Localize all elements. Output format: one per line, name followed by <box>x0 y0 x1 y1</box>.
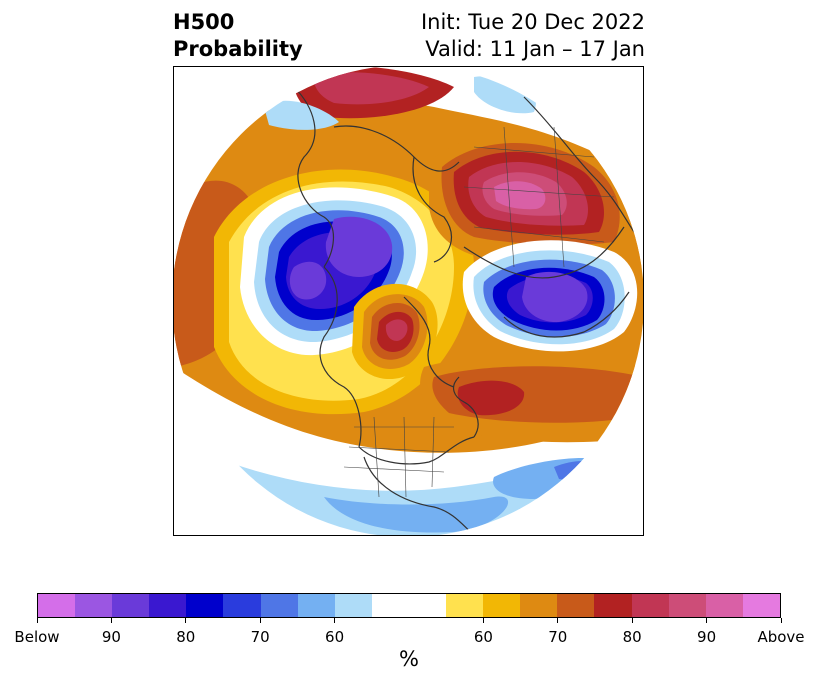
colorbar-tick <box>259 618 261 623</box>
colorbar-tick <box>780 618 782 623</box>
colorbar-segment <box>112 594 150 617</box>
colorbar-segment <box>408 594 447 617</box>
colorbar-tick-label: Below <box>14 628 60 646</box>
borders <box>343 126 615 498</box>
colorbar-segment <box>557 594 595 617</box>
colorbar-tick <box>36 618 38 623</box>
colorbar-tick-label: 70 <box>250 628 270 646</box>
title-variable: H500 <box>173 10 235 34</box>
colorbar-tick <box>110 618 112 623</box>
colorbar-segment <box>483 594 521 617</box>
map-canvas <box>174 67 643 535</box>
colorbar-tick <box>185 618 187 623</box>
colorbar-tick-label: 80 <box>176 628 196 646</box>
colorbar-segment <box>38 594 76 617</box>
colorbar-segment <box>631 594 669 617</box>
colorbar-tick-label: 90 <box>697 628 717 646</box>
valid-range: Valid: 11 Jan – 17 Jan <box>425 37 645 61</box>
colorbar-segment <box>705 594 743 617</box>
colorbar-tick <box>557 618 559 623</box>
colorbar-segment <box>446 594 484 617</box>
colorbar-segment <box>75 594 113 617</box>
colorbar-tick-label: 60 <box>325 628 345 646</box>
colorbar <box>37 593 781 618</box>
title-right: Init: Tue 20 Dec 2022 Valid: 11 Jan – 17… <box>421 9 645 63</box>
colorbar-tick-label: 80 <box>622 628 642 646</box>
colorbar-segment <box>594 594 632 617</box>
colorbar-segment <box>371 594 409 617</box>
colorbar-segment <box>149 594 187 617</box>
colorbar-tick-label: 70 <box>548 628 568 646</box>
init-date: Init: Tue 20 Dec 2022 <box>420 10 645 34</box>
title-left: H500 Probability <box>173 9 303 63</box>
colorbar-ticks <box>36 618 782 628</box>
colorbar-tick-label: Above <box>757 628 805 646</box>
colorbar-segment <box>520 594 558 617</box>
colorbar-unit: % <box>399 647 419 671</box>
colorbar-segment <box>223 594 261 617</box>
title-quantity: Probability <box>173 37 303 61</box>
colorbar-tick-label: 90 <box>101 628 121 646</box>
colorbar-segment <box>260 594 298 617</box>
colorbar-tick <box>334 618 336 623</box>
colorbar-tick <box>482 618 484 623</box>
colorbar-tick-label: 60 <box>473 628 493 646</box>
colorbar-segment <box>668 594 706 617</box>
colorbar-tick <box>706 618 708 623</box>
colorbar-tick <box>631 618 633 623</box>
probability-map[interactable] <box>173 66 644 536</box>
colorbar-segment <box>186 594 224 617</box>
colorbar-segment <box>297 594 335 617</box>
colorbar-segment <box>334 594 372 617</box>
colorbar-segment <box>742 594 780 617</box>
